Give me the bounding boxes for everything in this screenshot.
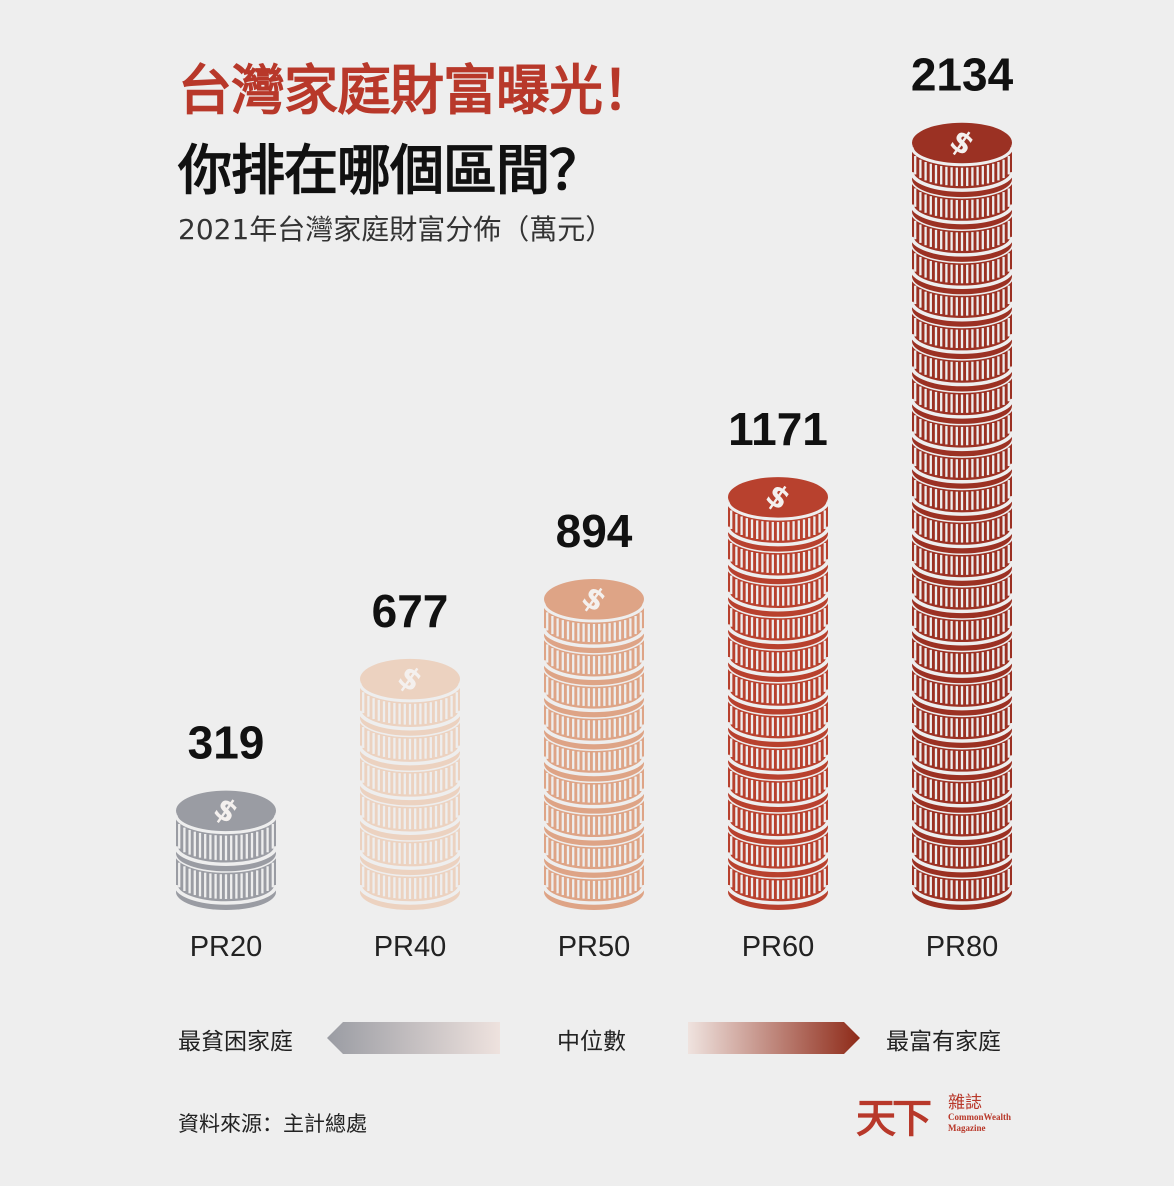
source-note: 資料來源：主計總處 xyxy=(178,1112,367,1136)
logo-en1: CommonWealth xyxy=(948,1112,1011,1122)
subtitle: 2021年台灣家庭財富分佈（萬元） xyxy=(178,213,614,246)
coin-top-face xyxy=(360,658,460,699)
legend-poorest: 最貧困家庭 xyxy=(178,1029,293,1055)
data-label: 677 xyxy=(372,585,449,637)
category-label: PR50 xyxy=(558,931,631,963)
category-label: PR40 xyxy=(374,931,447,963)
data-label: 2134 xyxy=(911,49,1014,101)
coin-top-face xyxy=(728,477,828,518)
category-label: PR80 xyxy=(926,931,999,963)
data-label: 1171 xyxy=(728,403,828,455)
legend-median: 中位數 xyxy=(557,1029,626,1055)
legend-richest: 最富有家庭 xyxy=(886,1029,1001,1055)
data-label: 894 xyxy=(556,505,633,557)
coin xyxy=(174,814,278,872)
title-line-2: 你排在哪個區間？ xyxy=(178,139,603,202)
coin-top-face xyxy=(544,579,644,620)
coin-top-face xyxy=(176,790,276,831)
richer-arrow xyxy=(688,1022,860,1054)
title-line-1: 台灣家庭財富曝光！ xyxy=(178,59,656,122)
category-label: PR60 xyxy=(742,931,815,963)
logo-en2: Magazine xyxy=(948,1123,986,1133)
logo-main: 天下 xyxy=(856,1095,932,1142)
poorer-arrow xyxy=(327,1022,500,1054)
logo-side: 雜誌 xyxy=(948,1093,982,1113)
data-label: 319 xyxy=(188,717,265,769)
coin-top-face xyxy=(912,122,1012,163)
category-label: PR20 xyxy=(190,931,263,963)
commonwealth-logo: 天下 雜誌 CommonWealth Magazine xyxy=(856,1086,1016,1142)
